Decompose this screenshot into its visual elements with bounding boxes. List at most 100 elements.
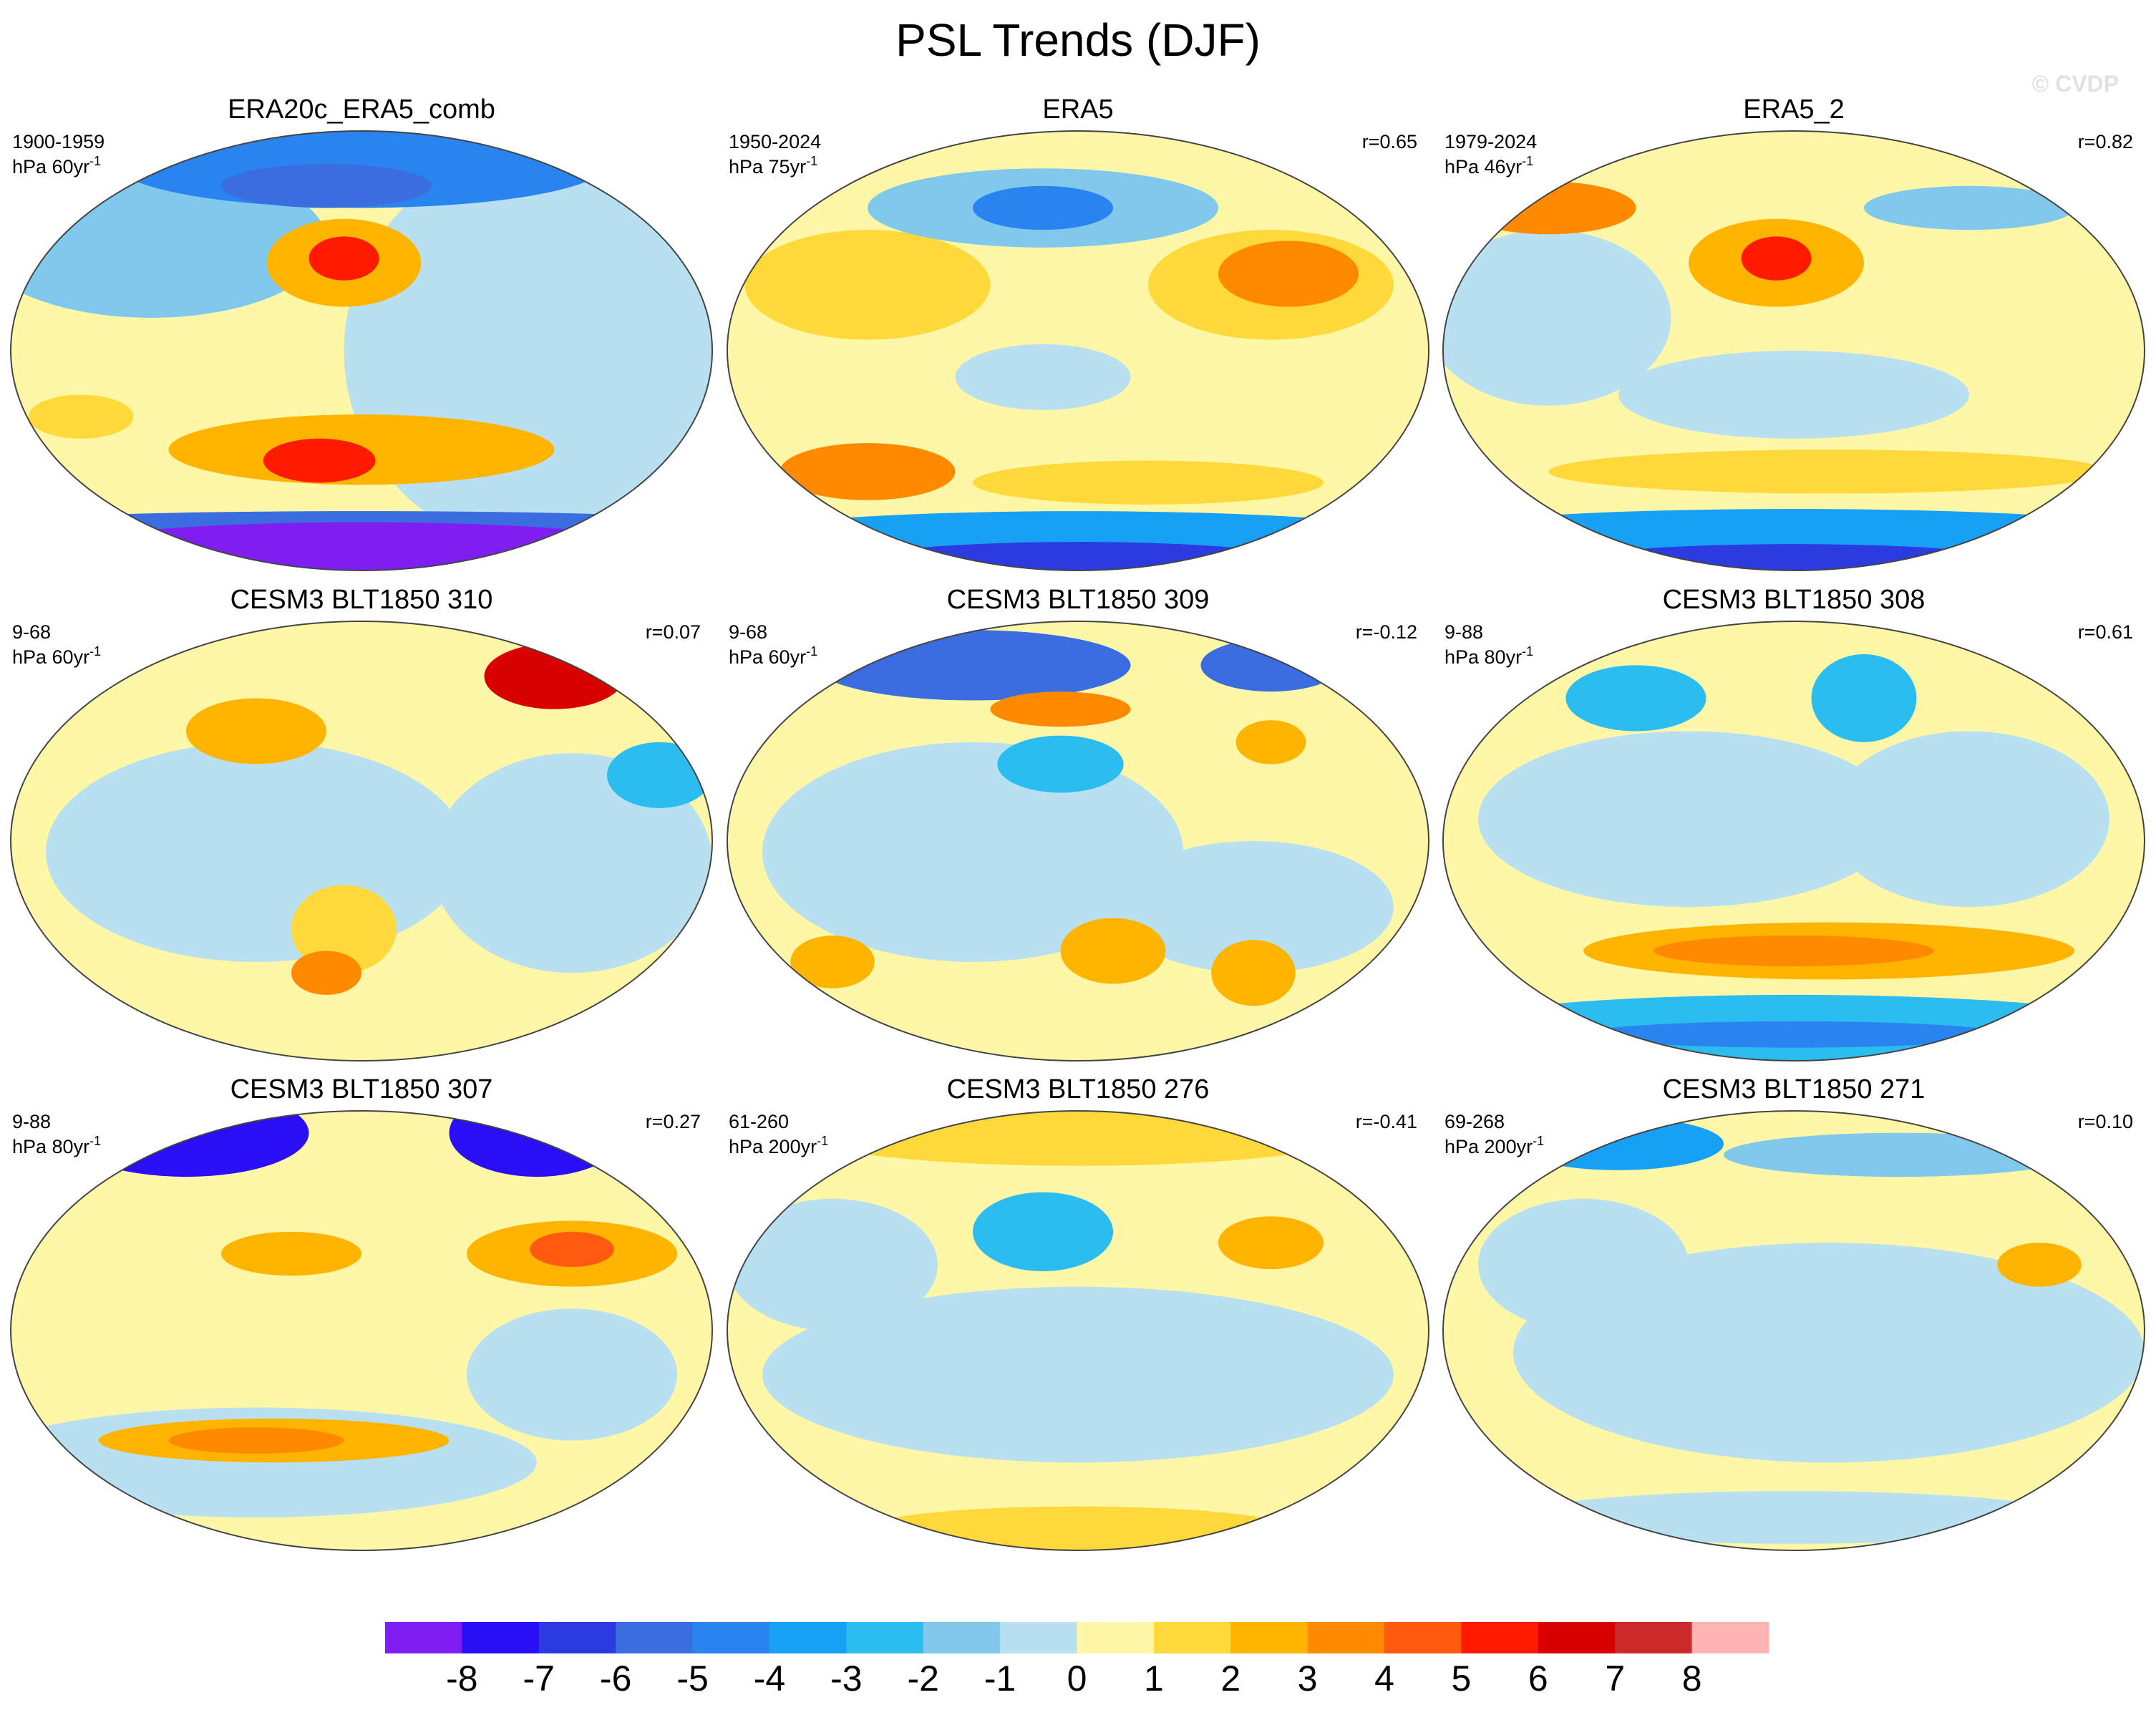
field-region	[221, 1231, 361, 1276]
field-region	[762, 1286, 1394, 1463]
correlation-label: r=-0.41	[1356, 1111, 1417, 1132]
panel-title: CESM3 BLT1850 308	[1663, 585, 1926, 615]
period-label: 1950-2024	[729, 131, 821, 152]
colorbar-tick-label: 6	[1528, 1658, 1548, 1699]
map-outline	[727, 1110, 1429, 1551]
colorbar-swatch	[1538, 1622, 1616, 1653]
colorbar-tick-label: -6	[600, 1658, 631, 1699]
field-region	[291, 951, 361, 995]
colorbar-swatch	[1461, 1622, 1539, 1653]
field-region	[186, 698, 326, 764]
period-label: 1979-2024	[1444, 131, 1537, 152]
field-region	[1997, 1243, 2082, 1287]
panel-title: CESM3 BLT1850 307	[230, 1074, 493, 1104]
field-region	[1548, 450, 2109, 494]
period-label: 9-88	[1444, 621, 1483, 643]
field-region	[1654, 936, 1934, 966]
correlation-label: r=0.07	[646, 621, 701, 643]
unit-text: hPa 60yr	[12, 646, 89, 668]
panel-title: CESM3 BLT1850 310	[230, 585, 493, 615]
map-outline	[10, 1110, 713, 1551]
map	[1443, 131, 2145, 570]
unit-exponent: -1	[89, 1134, 101, 1148]
colorbar-swatch	[846, 1622, 924, 1653]
colorbar-swatch	[538, 1622, 616, 1653]
panel-title: ERA20c_ERA5_comb	[228, 94, 495, 125]
map	[727, 621, 1429, 1061]
field-region	[1060, 918, 1166, 984]
field-region	[780, 442, 956, 500]
unit-label: hPa 75yr-1	[729, 154, 817, 178]
unit-exponent: -1	[1533, 1134, 1544, 1148]
colorbar-tick-label: -1	[984, 1658, 1016, 1699]
field-region	[1829, 731, 2109, 908]
unit-text: hPa 75yr	[729, 156, 806, 178]
colorbar-tick-label: -3	[830, 1658, 862, 1699]
correlation-label: r=0.10	[2078, 1111, 2133, 1132]
unit-label: hPa 80yr-1	[12, 1134, 101, 1157]
colorbar-tick-label: -2	[907, 1658, 938, 1699]
field-region	[762, 742, 1183, 962]
map-outline	[1442, 621, 2145, 1061]
field-region	[530, 1231, 614, 1267]
colorbar-swatch	[1307, 1622, 1385, 1653]
field-region	[221, 164, 432, 208]
colorbar-tick-label: -5	[676, 1658, 708, 1699]
panel-title: ERA5	[1042, 94, 1113, 125]
unit-label: hPa 80yr-1	[1444, 644, 1533, 668]
colorbar-swatch	[1230, 1622, 1308, 1653]
period-label: 61-260	[729, 1111, 789, 1132]
colorbar-tick-label: 4	[1374, 1658, 1394, 1699]
colorbar-tick-label: 8	[1682, 1658, 1702, 1699]
unit-exponent: -1	[89, 644, 101, 659]
field-region	[263, 438, 376, 483]
field-region	[1864, 185, 2074, 230]
map	[11, 621, 712, 1061]
map	[1443, 621, 2145, 1061]
field-region	[1235, 720, 1306, 764]
watermark: © CVDP	[2032, 71, 2119, 97]
unit-text: hPa 60yr	[12, 156, 89, 178]
colorbar-swatch	[1691, 1622, 1769, 1653]
unit-label: hPa 200yr-1	[729, 1134, 828, 1157]
map-outline	[10, 130, 713, 571]
colorbar-swatch	[1000, 1622, 1077, 1653]
panel-title: CESM3 BLT1850 309	[947, 585, 1210, 615]
correlation-label: r=0.65	[1362, 131, 1417, 152]
unit-exponent: -1	[817, 1134, 828, 1148]
field-region	[1583, 1021, 2004, 1048]
correlation-label: r=0.27	[646, 1111, 701, 1132]
field-region	[973, 460, 1324, 505]
colorbar-swatch	[385, 1622, 462, 1653]
unit-text: hPa 200yr	[729, 1136, 817, 1157]
colorbar-tick-label: -7	[523, 1658, 555, 1699]
unit-exponent: -1	[806, 154, 817, 168]
field-region	[1618, 351, 1969, 439]
colorbar-tick-label: 0	[1067, 1658, 1087, 1699]
field-region	[973, 1192, 1113, 1272]
period-label: 69-268	[1444, 1111, 1505, 1132]
unit-text: hPa 200yr	[1444, 1136, 1533, 1157]
unit-label: hPa 200yr-1	[1444, 1134, 1544, 1157]
panel-title: CESM3 BLT1850 271	[1663, 1074, 1926, 1104]
unit-label: hPa 60yr-1	[12, 154, 101, 178]
colorbar-swatch	[692, 1622, 770, 1653]
colorbar-swatch	[1384, 1622, 1462, 1653]
colorbar-swatch	[1153, 1622, 1231, 1653]
colorbar-tick-label: -4	[754, 1658, 785, 1699]
period-label: 9-68	[729, 621, 767, 643]
unit-label: hPa 46yr-1	[1444, 154, 1533, 178]
colorbar-swatch	[616, 1622, 694, 1653]
field-region	[744, 230, 991, 340]
colorbar-tick-label: 1	[1144, 1658, 1164, 1699]
figure-title: PSL Trends (DJF)	[895, 14, 1261, 66]
field-region	[467, 1308, 677, 1441]
colorbar-tick-label: -8	[446, 1658, 477, 1699]
